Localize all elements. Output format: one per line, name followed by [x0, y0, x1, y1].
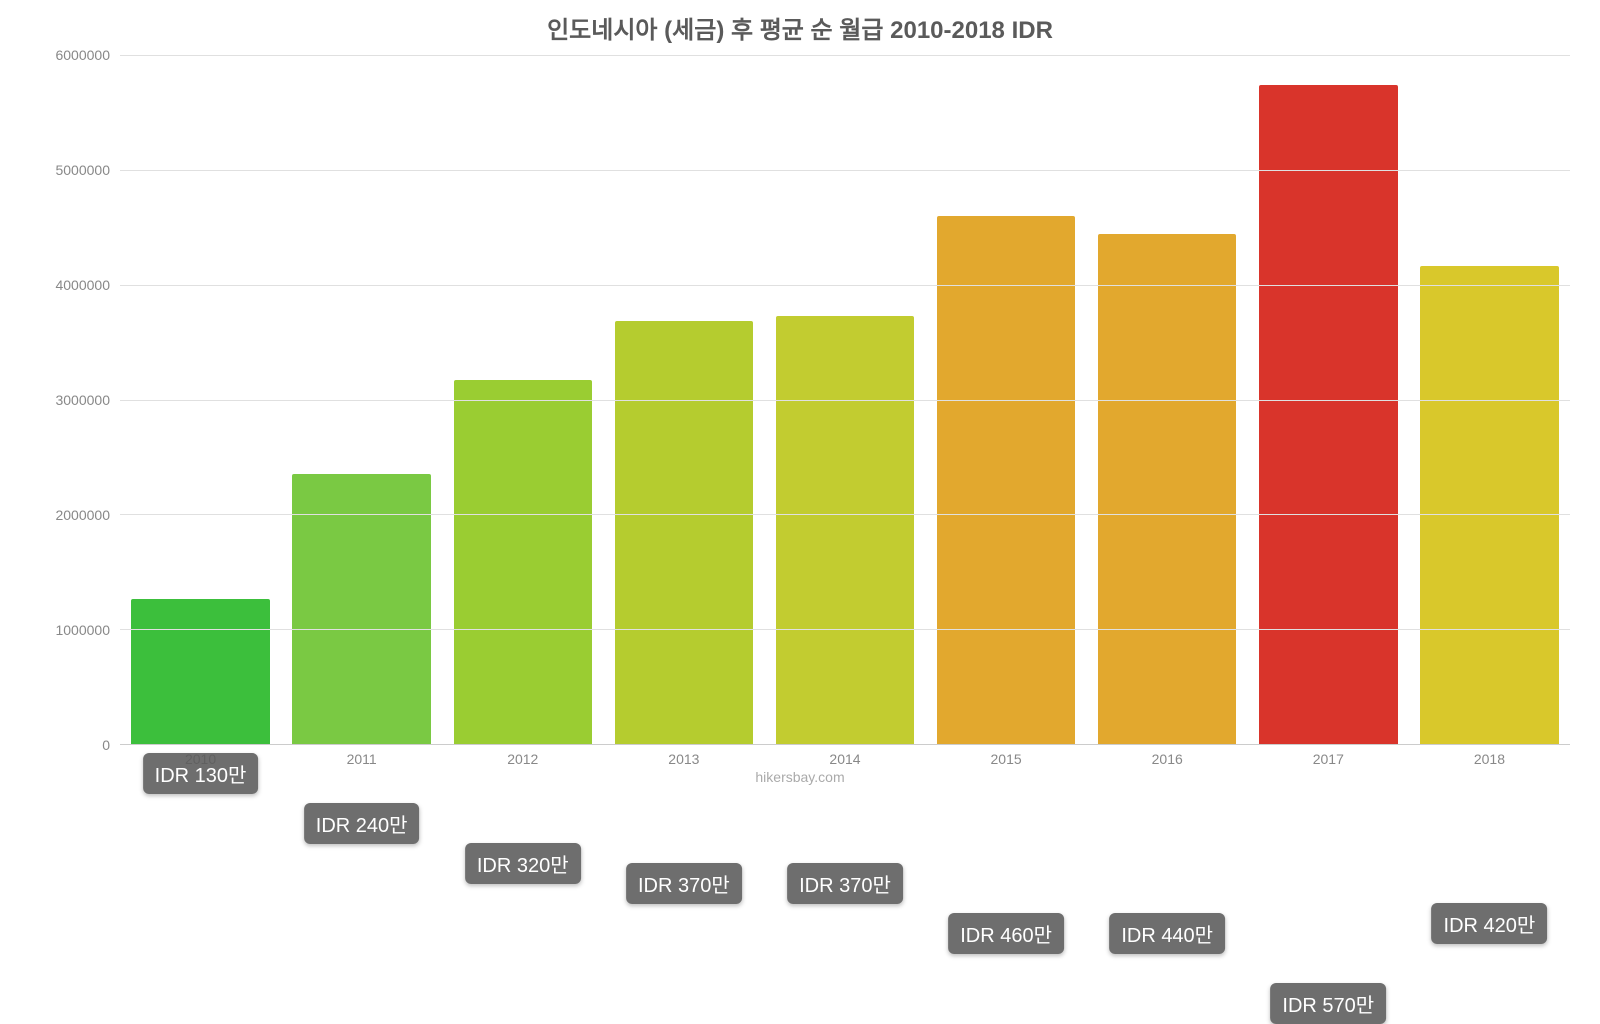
bar: IDR 370만: [776, 316, 915, 744]
gridline: [120, 400, 1570, 401]
gridline: [120, 285, 1570, 286]
bar: IDR 460만: [937, 216, 1076, 744]
gridline: [120, 55, 1570, 56]
x-tick-label: 2018: [1409, 751, 1570, 767]
salary-chart: 인도네시아 (세금) 후 평균 순 월급 2010-2018 IDR 0 1000…: [0, 0, 1600, 800]
y-tick-label: 3000000: [55, 392, 110, 408]
gridline: [120, 514, 1570, 515]
bar: IDR 440만: [1098, 234, 1237, 744]
bar: IDR 130만: [131, 599, 270, 744]
gridline: [120, 629, 1570, 630]
plot-area: 0100000020000003000000400000050000006000…: [30, 55, 1570, 745]
bar: IDR 370만: [615, 321, 754, 744]
chart-title: 인도네시아 (세금) 후 평균 순 월급 2010-2018 IDR: [30, 10, 1570, 45]
x-tick-label: 2013: [603, 751, 764, 767]
chart-body: IDR 130만IDR 240만IDR 320만IDR 370만IDR 370만…: [120, 55, 1570, 745]
bar-value-label: IDR 320만: [465, 843, 581, 884]
x-axis: 201020112012201320142015201620172018: [120, 751, 1570, 767]
x-tick-label: 2015: [926, 751, 1087, 767]
bar: IDR 420만: [1420, 266, 1559, 744]
y-tick-label: 5000000: [55, 162, 110, 178]
bar: IDR 570만: [1259, 85, 1398, 744]
bar-value-label: IDR 370만: [787, 863, 903, 904]
x-tick-label: 2017: [1248, 751, 1409, 767]
x-tick-label: 2016: [1087, 751, 1248, 767]
bar: IDR 320만: [454, 380, 593, 744]
y-tick-label: 4000000: [55, 277, 110, 293]
bar-value-label: IDR 440만: [1109, 913, 1225, 954]
y-axis: 0100000020000003000000400000050000006000…: [30, 55, 120, 745]
attribution-text: hikersbay.com: [30, 769, 1570, 785]
x-tick-label: 2011: [281, 751, 442, 767]
x-tick-label: 2012: [442, 751, 603, 767]
bar-value-label: IDR 370만: [626, 863, 742, 904]
y-tick-label: 0: [102, 737, 110, 753]
bar-value-label: IDR 460만: [948, 913, 1064, 954]
bar-value-label: IDR 570만: [1270, 983, 1386, 1024]
bar-value-label: IDR 240만: [304, 803, 420, 844]
bar-value-label: IDR 420만: [1432, 903, 1548, 944]
gridline: [120, 170, 1570, 171]
bar-value-label: IDR 130만: [143, 753, 259, 794]
y-tick-label: 2000000: [55, 507, 110, 523]
y-tick-label: 1000000: [55, 622, 110, 638]
x-tick-label: 2014: [764, 751, 925, 767]
y-tick-label: 6000000: [55, 47, 110, 63]
